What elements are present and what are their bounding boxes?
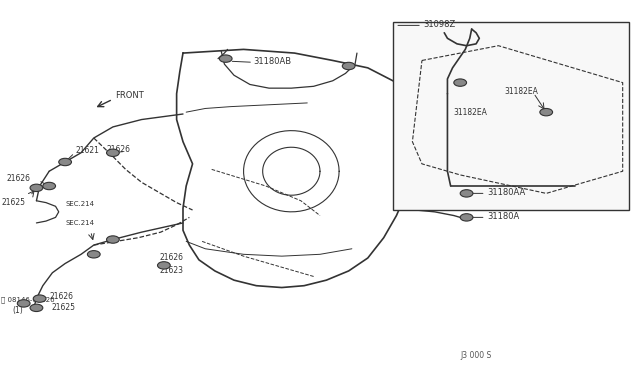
Text: 31180AB: 31180AB [253, 57, 292, 66]
Circle shape [157, 262, 170, 269]
Circle shape [43, 182, 56, 190]
Circle shape [30, 184, 43, 192]
Text: 21626: 21626 [106, 145, 131, 154]
Circle shape [342, 62, 355, 70]
Text: SEC.214: SEC.214 [65, 201, 94, 207]
Circle shape [540, 109, 552, 116]
Text: Ⓑ 08146-61226: Ⓑ 08146-61226 [1, 296, 55, 303]
Circle shape [59, 158, 72, 166]
Circle shape [88, 251, 100, 258]
Circle shape [106, 236, 119, 243]
Text: 31098Z: 31098Z [423, 20, 456, 29]
Text: J3 000 S: J3 000 S [460, 351, 492, 360]
Text: 21625: 21625 [1, 198, 26, 207]
Text: 31180AA: 31180AA [487, 188, 525, 197]
Circle shape [30, 304, 43, 311]
Text: 21621: 21621 [76, 147, 99, 155]
Circle shape [454, 79, 467, 86]
Circle shape [17, 300, 30, 307]
FancyBboxPatch shape [394, 22, 629, 210]
Text: 31180A: 31180A [487, 212, 519, 221]
Text: 21626: 21626 [49, 292, 73, 301]
Circle shape [460, 190, 473, 197]
Circle shape [460, 214, 473, 221]
Text: 21626: 21626 [6, 174, 31, 183]
Circle shape [106, 149, 119, 157]
Text: 31182EA: 31182EA [505, 87, 539, 96]
Circle shape [220, 55, 232, 62]
Circle shape [33, 295, 46, 302]
Text: 31182EA: 31182EA [454, 108, 488, 117]
Text: 21623: 21623 [159, 266, 184, 275]
Text: 21625: 21625 [51, 302, 75, 312]
Text: 21626: 21626 [159, 253, 184, 263]
Text: FRONT: FRONT [115, 91, 143, 100]
Text: SEC.214: SEC.214 [65, 220, 94, 226]
Text: (1): (1) [13, 306, 24, 315]
